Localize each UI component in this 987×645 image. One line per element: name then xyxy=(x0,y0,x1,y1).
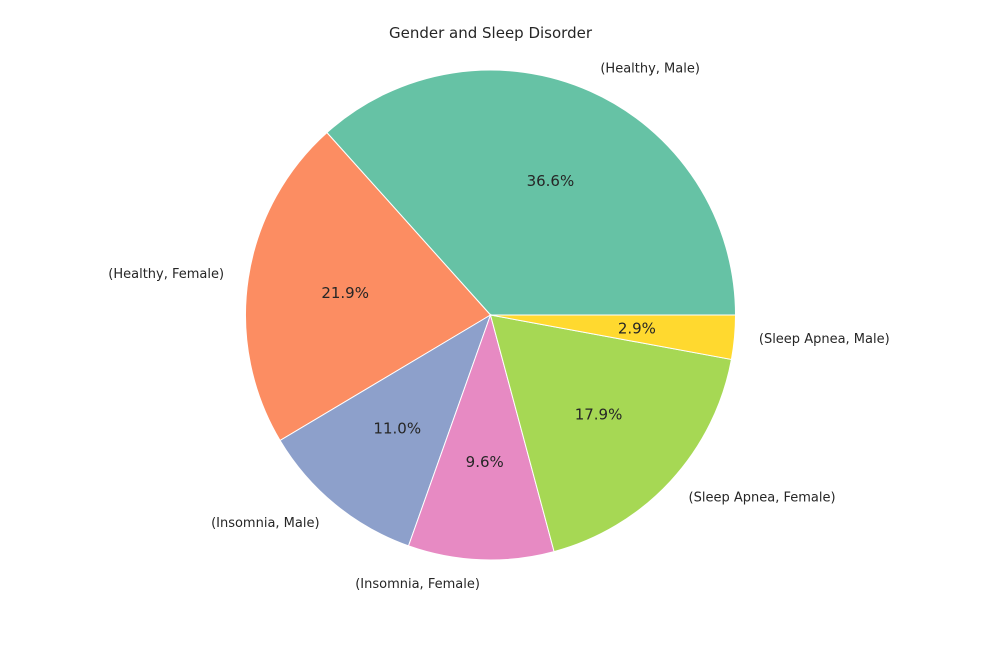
slice-pct-label-4: 17.9% xyxy=(575,406,623,424)
slice-label-0: (Healthy, Male) xyxy=(600,61,700,76)
slice-pct-label-1: 21.9% xyxy=(321,284,369,302)
pie-slices xyxy=(245,69,737,561)
pie-slice-0 xyxy=(326,69,737,316)
slice-label-2: (Insomnia, Male) xyxy=(211,516,319,531)
slice-label-1: (Healthy, Female) xyxy=(108,267,224,282)
pie-slice-1 xyxy=(245,131,492,442)
slice-pct-label-0: 36.6% xyxy=(527,172,575,190)
chart-title: Gender and Sleep Disorder xyxy=(389,24,593,42)
slice-label-5: (Sleep Apnea, Male) xyxy=(759,332,890,347)
pie-slice-3 xyxy=(407,313,555,561)
slice-pct-label-2: 11.0% xyxy=(373,420,421,438)
pie-slice-5 xyxy=(490,314,737,361)
slice-label-4: (Sleep Apnea, Female) xyxy=(689,490,836,505)
pie-labels: (Healthy, Male) 36.6% (Healthy, Female) 21.… xyxy=(108,61,889,591)
pie-slice-4 xyxy=(489,314,733,553)
pie-slice-2 xyxy=(279,313,492,547)
slice-pct-label-5: 2.9% xyxy=(618,319,656,337)
slice-label-3: (Insomnia, Female) xyxy=(355,577,480,592)
slice-pct-label-3: 9.6% xyxy=(466,453,504,471)
